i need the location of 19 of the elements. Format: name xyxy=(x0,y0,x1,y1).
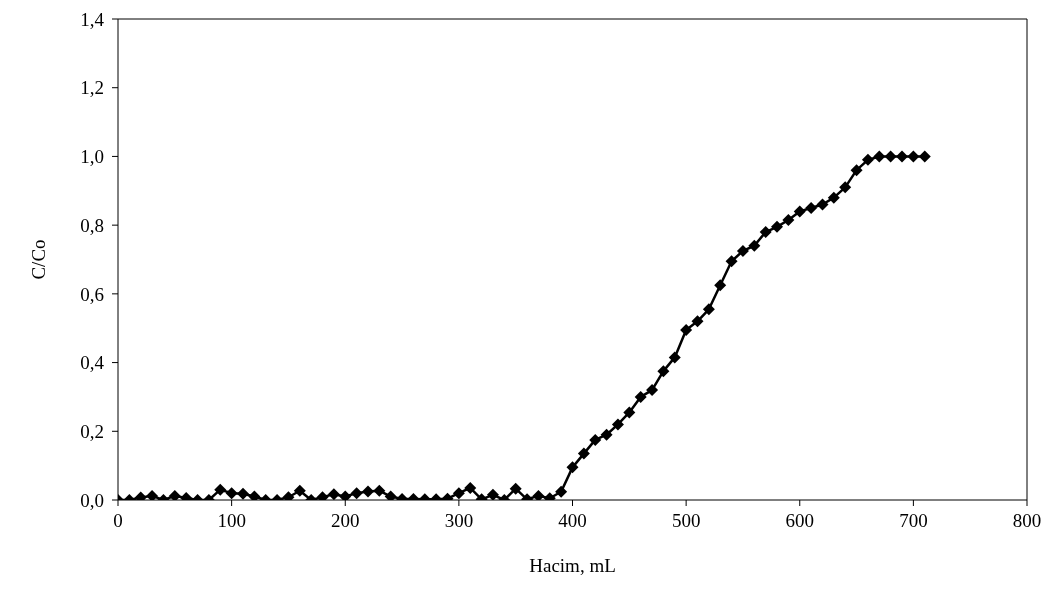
x-tick-label: 600 xyxy=(785,510,814,532)
y-tick-label: 1,4 xyxy=(80,8,105,30)
y-tick-label: 1,2 xyxy=(80,77,104,99)
y-tick-label: 0,0 xyxy=(80,489,104,511)
x-tick-label: 400 xyxy=(558,510,587,532)
x-tick-label: 700 xyxy=(899,510,928,532)
y-tick-label: 0,2 xyxy=(80,421,104,443)
y-tick-label: 1,0 xyxy=(80,146,104,168)
x-tick-label: 800 xyxy=(1012,510,1042,532)
x-tick-label: 300 xyxy=(444,510,474,532)
x-tick-label: 500 xyxy=(671,510,701,532)
y-tick-label: 0,8 xyxy=(80,214,104,236)
x-tick-label: 200 xyxy=(331,510,360,532)
y-tick-label: 0,6 xyxy=(80,283,104,305)
x-tick-label: 100 xyxy=(217,510,246,532)
x-axis-title: Hacim, mL xyxy=(529,555,616,576)
y-tick-label: 0,4 xyxy=(80,352,105,374)
y-axis-title: C/Co xyxy=(27,239,49,280)
x-tick-label: 0 xyxy=(113,510,123,532)
